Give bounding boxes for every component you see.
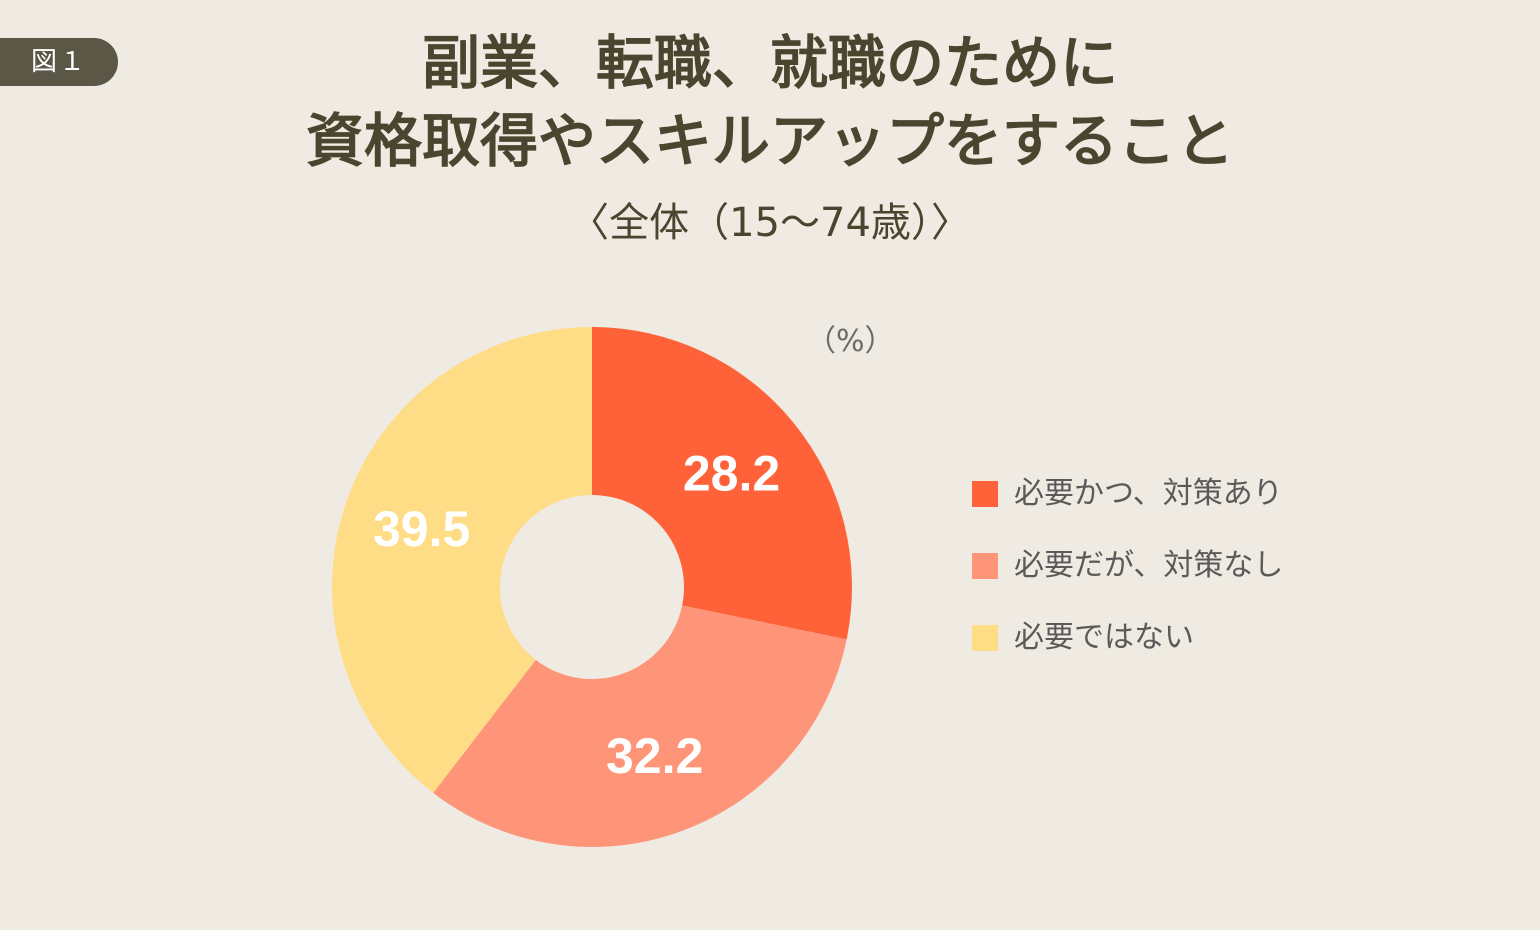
donut-data-labels: 28.2 32.2 39.5 [373, 445, 780, 783]
legend-item-1: 必要かつ、対策あり [972, 474, 1283, 514]
legend-label-2: 必要だが、対策なし [1014, 548, 1284, 583]
legend-item-2: 必要だが、対策なし [972, 546, 1283, 586]
legend-label-1: 必要かつ、対策あり [1014, 476, 1283, 511]
legend: 必要かつ、対策あり 必要だが、対策なし 必要ではない [972, 474, 1283, 690]
donut-slice-2 [433, 605, 847, 847]
data-label-1: 28.2 [683, 445, 780, 501]
chart-title-line-2: 資格取得やスキルアップをすること [305, 107, 1234, 175]
figure-label: 図１ [0, 38, 118, 86]
donut-slice-1 [592, 327, 852, 640]
donut-slices [331, 327, 852, 847]
data-label-2: 32.2 [606, 728, 703, 784]
legend-label-3: 必要ではない [1014, 620, 1194, 655]
chart-title-line-1: 副業、転職、就職のために [421, 29, 1118, 97]
donut-slice-3 [331, 327, 592, 793]
legend-swatch-3 [972, 625, 998, 651]
unit-label: （%） [806, 324, 895, 359]
legend-swatch-2 [972, 553, 998, 579]
legend-swatch-1 [972, 481, 998, 507]
legend-item-3: 必要ではない [972, 618, 1283, 658]
chart-subtitle: 〈全体（15〜74歳）〉 [569, 200, 971, 246]
data-label-3: 39.5 [373, 501, 470, 557]
